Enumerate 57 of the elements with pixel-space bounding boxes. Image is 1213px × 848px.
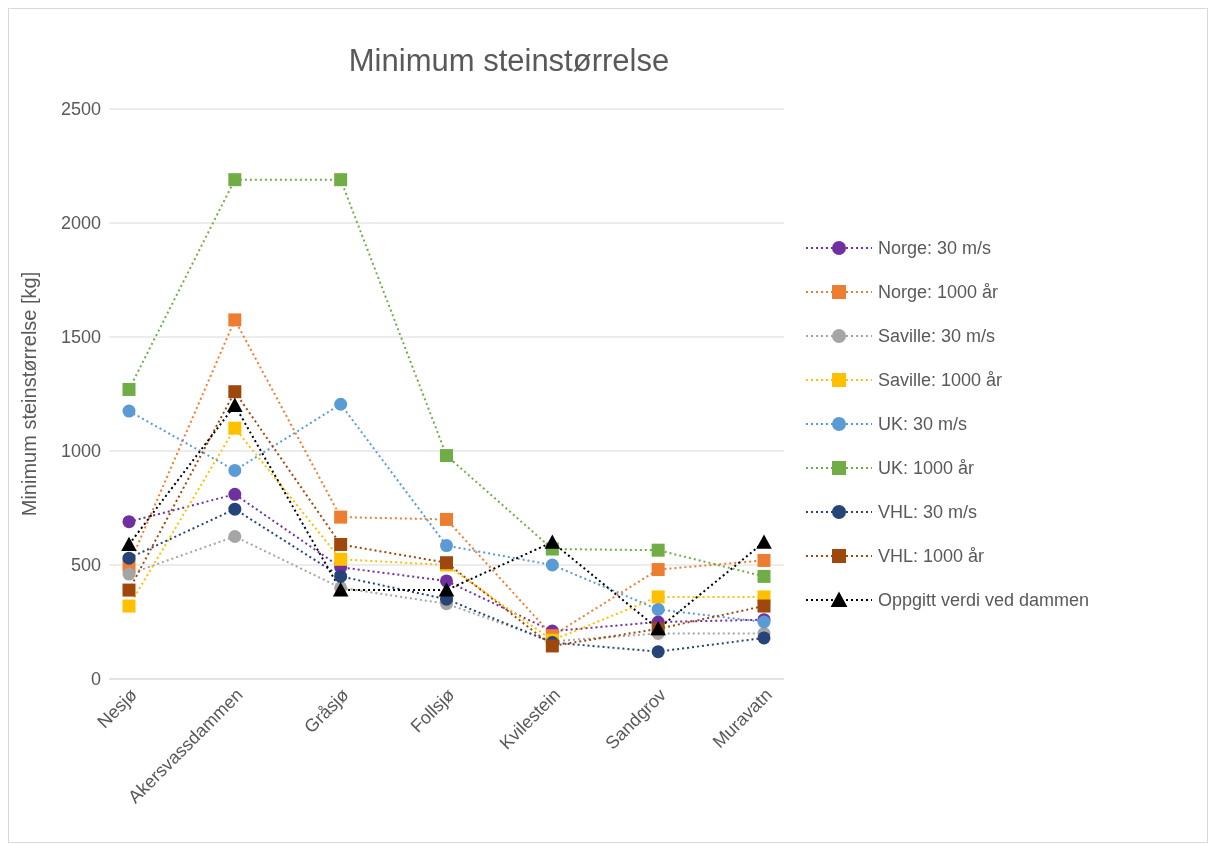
point [228, 385, 242, 399]
point [122, 404, 136, 418]
point [227, 397, 243, 412]
point [228, 530, 242, 543]
y-tick-label: 1000 [60, 441, 101, 462]
chart-title: Minimum steinstørrelse [347, 43, 671, 79]
y-tick-label: 500 [70, 555, 101, 576]
legend-label: UK: 30 m/s [878, 413, 968, 435]
point [121, 536, 137, 551]
point [122, 551, 136, 565]
point [228, 421, 242, 435]
point [757, 599, 771, 613]
point [334, 537, 348, 551]
legend-label: VHL: 1000 år [878, 545, 985, 567]
y-axis-title: Minimum steinstørrelse [kg] [18, 271, 41, 517]
legend-label: Norge: 1000 år [878, 281, 999, 303]
point [440, 539, 453, 553]
point [440, 512, 453, 526]
y-tick-label: 2500 [60, 99, 101, 120]
legend-label: Saville: 1000 år [878, 369, 1003, 391]
point [334, 510, 348, 524]
legend-label: VHL: 30 m/s [878, 501, 978, 523]
point [757, 553, 771, 567]
point [122, 599, 136, 613]
point [228, 313, 242, 327]
point [651, 602, 665, 616]
point [122, 567, 136, 581]
legend-label: Norge: 30 m/s [878, 237, 992, 259]
point [334, 569, 348, 583]
point [757, 631, 771, 645]
point [122, 515, 136, 529]
point [228, 502, 242, 516]
point [228, 173, 242, 187]
point [756, 534, 772, 549]
point [757, 569, 771, 583]
y-tick-label: 2000 [60, 213, 101, 234]
point [651, 645, 665, 659]
point [334, 552, 348, 566]
legend-label: Saville: 30 m/s [878, 325, 996, 347]
point [228, 463, 242, 477]
legend-label: Oppgitt verdi ved dammen [878, 589, 1090, 611]
point [651, 590, 665, 604]
y-tick-label: 0 [90, 669, 101, 690]
y-tick-label: 1500 [60, 327, 101, 348]
point [122, 583, 136, 597]
point [438, 582, 455, 597]
point [545, 558, 559, 572]
point [334, 173, 348, 187]
point [228, 487, 242, 501]
point [334, 397, 348, 411]
point [122, 382, 136, 396]
point [651, 563, 665, 577]
point [440, 574, 453, 588]
point [651, 543, 665, 557]
legend-label: UK: 1000 år [878, 457, 975, 479]
point [544, 534, 561, 549]
point [440, 449, 453, 463]
